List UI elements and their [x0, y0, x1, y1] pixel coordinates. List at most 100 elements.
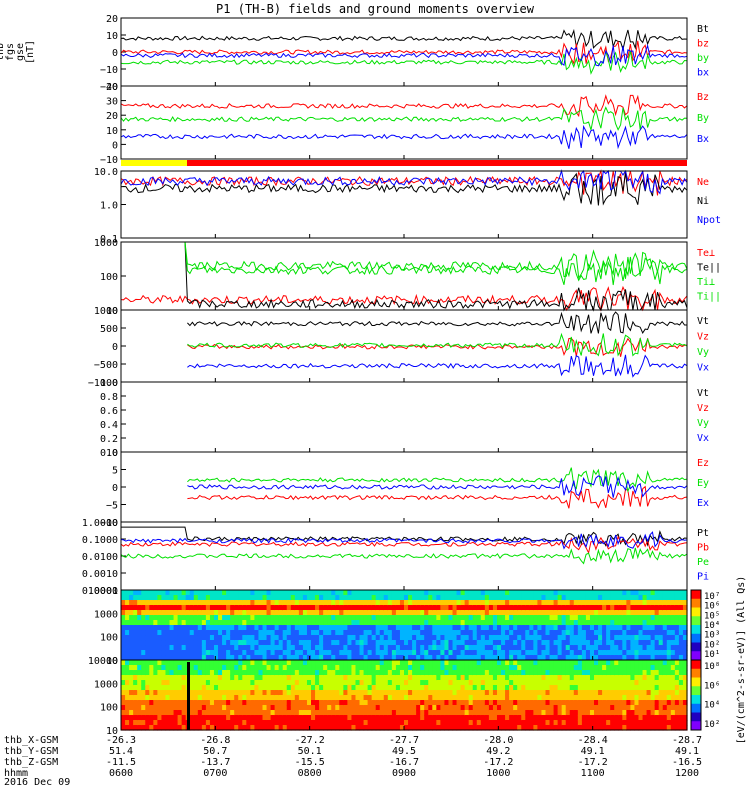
heatmap-cell [650, 705, 656, 711]
heatmap-cell [488, 590, 494, 596]
heatmap-cell [618, 610, 623, 616]
heatmap-cell [343, 655, 348, 661]
heatmap-cell [594, 695, 599, 701]
heatmap-cell [157, 660, 163, 666]
heatmap-cell [125, 610, 130, 616]
heatmap-cell [274, 700, 280, 706]
heatmap-cell [408, 595, 413, 601]
heatmap-cell [662, 725, 668, 731]
heatmap-cell [246, 615, 251, 621]
heatmap-cell [323, 595, 328, 601]
heatmap-cell [197, 620, 203, 626]
heatmap-cell [468, 715, 474, 721]
heatmap-cell [286, 640, 292, 646]
heatmap-cell [351, 715, 357, 721]
heatmap-cell [545, 625, 551, 631]
heatmap-cell [209, 655, 215, 661]
heatmap-cell [420, 655, 425, 661]
heatmap-cell [416, 675, 421, 681]
heatmap-cell [533, 645, 539, 651]
heatmap-cell [383, 705, 389, 711]
heatmap-cell [468, 635, 474, 641]
heatmap-cell [238, 610, 243, 616]
heatmap-cell [614, 695, 619, 701]
heatmap-cell [286, 690, 292, 696]
heatmap-cell [254, 615, 260, 621]
heatmap-cell [662, 690, 668, 696]
heatmap-cell [242, 635, 247, 641]
heatmap-cell [569, 695, 575, 701]
heatmap-cell [161, 675, 167, 681]
heatmap-cell [375, 625, 381, 631]
heatmap-cell [553, 665, 559, 671]
heatmap-cell [173, 700, 179, 706]
heatmap-cell [638, 645, 644, 651]
heatmap-cell [589, 675, 595, 681]
heatmap-cell [517, 660, 522, 666]
heatmap-cell [399, 705, 405, 711]
heatmap-cell [319, 710, 324, 716]
heatmap-cell [383, 670, 389, 676]
heatmap-cell [618, 605, 623, 611]
heatmap-cell [472, 675, 478, 681]
heatmap-cell [161, 705, 167, 711]
heatmap-cell [258, 690, 264, 696]
heatmap-cell [496, 685, 502, 691]
heatmap-cell [355, 685, 361, 691]
heatmap-cell [480, 625, 486, 631]
heatmap-cell [456, 605, 462, 611]
heatmap-cell [230, 630, 235, 636]
heatmap-cell [658, 610, 664, 616]
heatmap-cell [165, 695, 171, 701]
heatmap-cell [533, 635, 539, 641]
heatmap-cell [266, 630, 272, 636]
heatmap-cell [169, 635, 175, 641]
heatmap-cell [226, 710, 231, 716]
heatmap-cell [327, 680, 332, 686]
heatmap-cell [282, 670, 288, 676]
heatmap-cell [492, 715, 498, 721]
heatmap-cell [496, 625, 502, 631]
heatmap-cell [230, 635, 235, 641]
heatmap-cell [355, 630, 361, 636]
heatmap-cell [569, 725, 575, 731]
heatmap-cell [553, 720, 559, 726]
heatmap-cell [557, 690, 563, 696]
heatmap-cell [444, 715, 450, 721]
heatmap-cell [525, 610, 530, 616]
heatmap-cell [492, 610, 498, 616]
heatmap-cell [165, 635, 171, 641]
heatmap-cell [618, 625, 623, 631]
heatmap-cell [395, 700, 401, 706]
heatmap-cell [444, 595, 450, 601]
heatmap-cell [129, 635, 134, 641]
heatmap-cell [569, 635, 575, 641]
heatmap-cell [347, 705, 353, 711]
heatmap-cell [654, 705, 660, 711]
heatmap-cell [149, 590, 154, 596]
heatmap-cell [363, 595, 369, 601]
heatmap-cell [569, 625, 575, 631]
heatmap-cell [213, 680, 219, 686]
legend-entry: Bx [697, 134, 709, 145]
heatmap-cell [351, 650, 357, 656]
heatmap-cell [618, 700, 623, 706]
heatmap-cell [428, 600, 433, 606]
colorbar-tick: 10² [704, 720, 720, 730]
heatmap-cell [573, 720, 579, 726]
heatmap-cell [634, 695, 640, 701]
heatmap-cell [161, 720, 167, 726]
heatmap-cell [650, 660, 656, 666]
heatmap-cell [395, 625, 401, 631]
heatmap-cell [306, 605, 312, 611]
heatmap-cell [492, 690, 498, 696]
heatmap-cell [121, 600, 126, 606]
heatmap-cell [666, 675, 672, 681]
heatmap-cell [408, 665, 413, 671]
heatmap-cell [222, 670, 227, 676]
heatmap-cell [209, 675, 215, 681]
heatmap-cell [298, 595, 304, 601]
heatmap-cell [177, 615, 183, 621]
heatmap-cell [294, 625, 300, 631]
heatmap-cell [488, 640, 494, 646]
